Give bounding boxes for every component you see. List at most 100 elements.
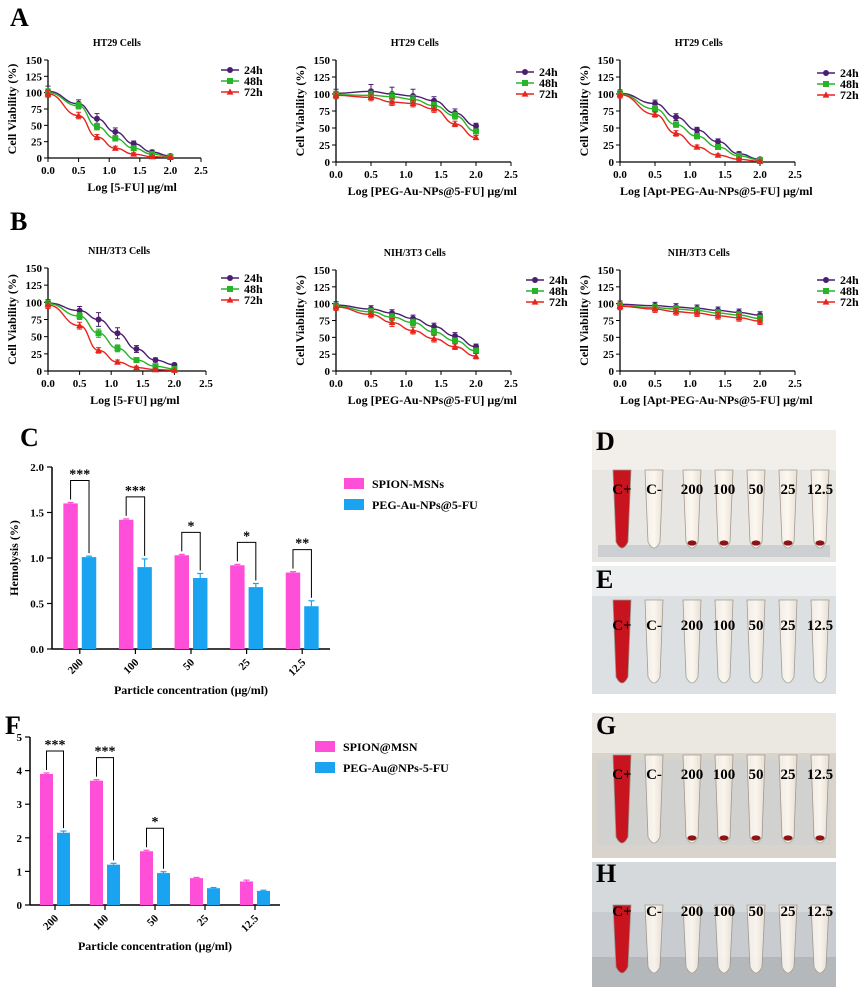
y-tick-label: 150 [314, 55, 331, 67]
data-point-48h [473, 347, 479, 354]
panel-letter-b: B [10, 207, 27, 236]
data-point-72h [756, 157, 764, 164]
bar-SPION@MSN [140, 851, 153, 905]
significance-label: *** [69, 467, 90, 482]
chart-a2: 0 25 50 75 100 125 150 0.0 0.5 1.0 1.5 2.0 2.5 HT29 C… [293, 38, 558, 198]
data-point-72h [714, 151, 722, 158]
significance-label: * [188, 519, 195, 534]
series-line-24h [619, 92, 761, 160]
significance-bracket [181, 531, 201, 571]
tube-label: 25 [781, 904, 796, 920]
tube-label: 25 [781, 482, 796, 498]
tube-label: C- [646, 482, 662, 498]
data-point-48h [452, 112, 458, 119]
legend-marker [522, 69, 528, 75]
chart-f: 0 1 2 3 4 5 200 *** 100 *** 50 * 25 12.5 Particle conc… [17, 732, 450, 953]
x-tick-label: 12.5 [286, 656, 308, 678]
legend-swatch [344, 499, 364, 510]
legend-label: 48h [244, 74, 263, 88]
tube [810, 469, 830, 549]
series-72h: 72h [332, 295, 568, 360]
significance-bracket [125, 496, 146, 556]
legend-marker [227, 286, 233, 292]
data-point-72h [693, 143, 701, 150]
y-tick-label: 0.5 [30, 599, 44, 611]
data-point-72h [332, 91, 340, 98]
chart-a1: 0 25 50 75 100 125 150 0.0 0.5 1.0 1.5 2.0 2.5 HT29 C… [5, 38, 263, 194]
data-point-72h [616, 302, 624, 309]
x-axis-label: Log [PEG-Au-NPs@5-FU] μg/ml [348, 184, 518, 198]
chart-c: 0.0 0.5 1.0 1.5 2.0 200 *** 100 *** 50 * 25 * 12.5 ** P… [7, 462, 478, 697]
x-tick-label: 1.0 [104, 378, 118, 390]
data-point-72h [332, 303, 340, 310]
bar-SPION@MSN [40, 773, 53, 905]
y-tick-label: 0 [609, 157, 615, 169]
significance-bracket [96, 757, 114, 861]
tube [778, 754, 798, 844]
bar-PEG-Au-NPs@5-FU [304, 606, 319, 649]
tube-label: 12.5 [807, 618, 833, 634]
y-tick-label: 75 [31, 315, 43, 327]
series-24h: 24h [45, 63, 263, 160]
tube-pellet [751, 835, 761, 841]
chart-b1: 0 25 50 75 100 125 150 0.0 0.5 1.0 1.5 2.0 2.5 NIH/3T… [5, 246, 263, 407]
tube [644, 469, 664, 549]
x-tick-label: 0.0 [329, 169, 343, 181]
y-tick-label: 1 [17, 866, 23, 878]
bar-PEG-Au@NPs-5-FU [107, 864, 120, 905]
data-point-72h [714, 312, 722, 319]
x-axis-label: Log [5-FU] μg/ml [90, 393, 180, 407]
data-point-24h [652, 100, 658, 107]
data-point-72h [735, 155, 743, 162]
legend-marker [522, 80, 528, 86]
tube [714, 599, 734, 684]
data-point-24h [114, 330, 121, 337]
tube [810, 599, 830, 684]
series-72h: 72h [332, 87, 558, 141]
data-point-24h [715, 138, 721, 145]
legend-label: 24h [549, 273, 568, 287]
data-point-72h [616, 91, 624, 98]
tube-label: 50 [749, 618, 764, 634]
data-point-24h [130, 140, 137, 147]
x-tick-label: 0.0 [41, 378, 55, 390]
legend-label: PEG-Au@NPs-5-FU [343, 761, 449, 775]
data-point-24h [473, 122, 479, 129]
data-point-24h [152, 357, 159, 364]
x-tick-label: 2.5 [504, 378, 518, 390]
y-tick-label: 50 [603, 332, 615, 344]
data-point-72h [111, 144, 119, 151]
legend-label: 24h [244, 63, 263, 77]
data-point-24h [76, 307, 83, 314]
bar-PEG-Au@NPs-5-FU [157, 873, 170, 905]
data-point-72h [472, 352, 480, 359]
tube [682, 904, 702, 974]
series-48h: 48h [333, 76, 558, 135]
tube-pellet [815, 540, 825, 546]
series-72h: 72h [44, 85, 263, 160]
data-point-48h [389, 314, 395, 321]
tube [682, 469, 702, 549]
legend-marker [227, 275, 233, 281]
y-tick-label: 150 [26, 55, 43, 67]
y-tick-label: 25 [603, 349, 615, 361]
data-point-72h [133, 363, 140, 371]
tube-row-g: C+ C- 200 100 50 25 12.5 [612, 754, 833, 844]
tube-row-e: C+ C- 200 100 50 25 12.5 [612, 599, 833, 684]
x-tick-label: 0.5 [72, 165, 86, 177]
tube [746, 904, 766, 974]
data-point-72h [430, 335, 438, 342]
data-point-24h [93, 115, 100, 122]
significance-bracket [146, 827, 164, 869]
tube-positive-control [612, 904, 632, 974]
data-point-48h [410, 319, 416, 326]
x-tick-label: 2.5 [788, 169, 802, 181]
tube-label: 25 [781, 767, 796, 783]
tube [644, 754, 664, 844]
x-axis-label: Log [Apt-PEG-Au-NPs@5-FU] μg/ml [620, 393, 813, 407]
data-point-48h [93, 123, 100, 130]
data-point-48h [673, 121, 679, 128]
x-tick-label: 1.5 [718, 378, 732, 390]
y-tick-label: 100 [26, 88, 43, 100]
data-point-72h [44, 301, 52, 308]
